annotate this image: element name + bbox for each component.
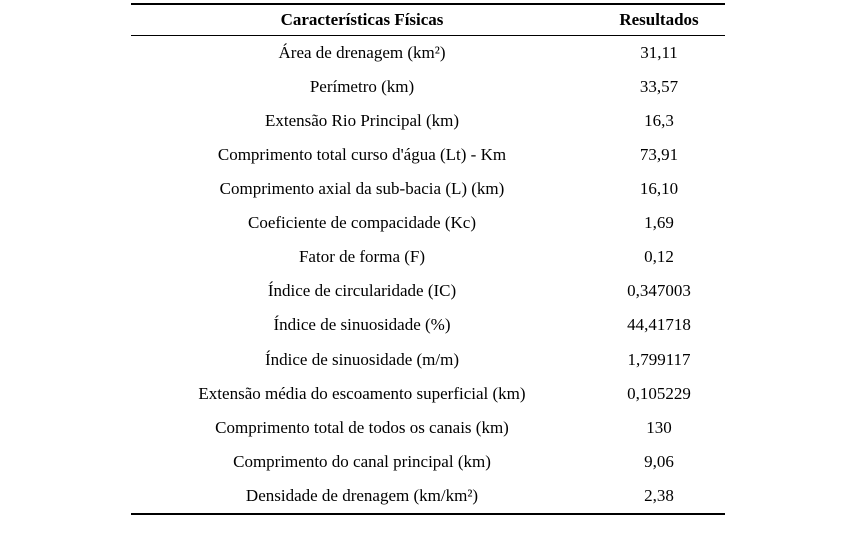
table-row: Área de drenagem (km²) 31,11 <box>131 36 725 70</box>
characteristic-label: Coeficiente de compacidade (Kc) <box>248 213 476 233</box>
result-value: 1,799117 <box>627 349 691 369</box>
result-value: 0,12 <box>644 247 674 267</box>
table-row: Coeficiente de compacidade (Kc) 1,69 <box>131 206 725 240</box>
result-value: 44,41718 <box>627 315 691 335</box>
table-row: Comprimento total curso d'água (Lt) - Km… <box>131 138 725 172</box>
table-row: Extensão média do escoamento superficial… <box>131 377 725 411</box>
characteristic-label: Comprimento do canal principal (km) <box>233 451 491 471</box>
column-header-characteristics: Características Físicas <box>280 9 444 29</box>
result-value: 33,57 <box>639 76 679 96</box>
result-value: 2,38 <box>644 485 674 505</box>
table-row: Comprimento total de todos os canais (km… <box>131 411 725 445</box>
table-body: Área de drenagem (km²) 31,11 Perímetro (… <box>131 36 725 513</box>
column-header-results: Resultados <box>619 9 699 29</box>
characteristic-label: Área de drenagem (km²) <box>278 42 446 62</box>
result-value: 0,347003 <box>627 281 691 301</box>
characteristic-label: Extensão média do escoamento superficial… <box>198 383 526 403</box>
table-row: Comprimento do canal principal (km) 9,06 <box>131 445 725 479</box>
characteristic-label: Densidade de drenagem (km/km²) <box>245 485 479 505</box>
table-row: Índice de sinuosidade (%) 44,41718 <box>131 309 725 343</box>
result-value: 73,91 <box>639 144 679 164</box>
characteristic-label: Fator de forma (F) <box>298 247 426 267</box>
characteristic-label: Comprimento axial da sub-bacia (L) (km) <box>219 179 505 199</box>
result-value: 16,10 <box>639 179 679 199</box>
table-row: Índice de sinuosidade (m/m) 1,799117 <box>131 343 725 377</box>
physical-characteristics-table: Características Físicas Resultados Área … <box>131 3 725 516</box>
table-row: Extensão Rio Principal (km) 16,3 <box>131 104 725 138</box>
result-value: 0,105229 <box>627 383 691 403</box>
result-value: 9,06 <box>644 451 674 471</box>
result-value: 1,69 <box>644 213 674 233</box>
characteristic-label: Comprimento total curso d'água (Lt) - Km <box>217 144 507 164</box>
characteristic-label: Extensão Rio Principal (km) <box>264 110 460 130</box>
characteristic-label: Índice de sinuosidade (%) <box>273 315 451 335</box>
table-row: Fator de forma (F) 0,12 <box>131 241 725 275</box>
table-row: Densidade de drenagem (km/km²) 2,38 <box>131 479 725 513</box>
result-value: 130 <box>646 417 672 437</box>
characteristic-label: Comprimento total de todos os canais (km… <box>215 417 509 437</box>
result-value: 16,3 <box>644 110 674 130</box>
table-row: Perímetro (km) 33,57 <box>131 70 725 104</box>
characteristic-label: Índice de sinuosidade (m/m) <box>264 349 460 369</box>
result-value: 31,11 <box>640 42 678 62</box>
characteristic-label: Perímetro (km) <box>309 76 415 96</box>
table-row: Índice de circularidade (IC) 0,347003 <box>131 275 725 309</box>
characteristic-label: Índice de circularidade (IC) <box>267 281 457 301</box>
table-row: Comprimento axial da sub-bacia (L) (km) … <box>131 172 725 206</box>
table-header-row: Características Físicas Resultados <box>131 5 725 36</box>
